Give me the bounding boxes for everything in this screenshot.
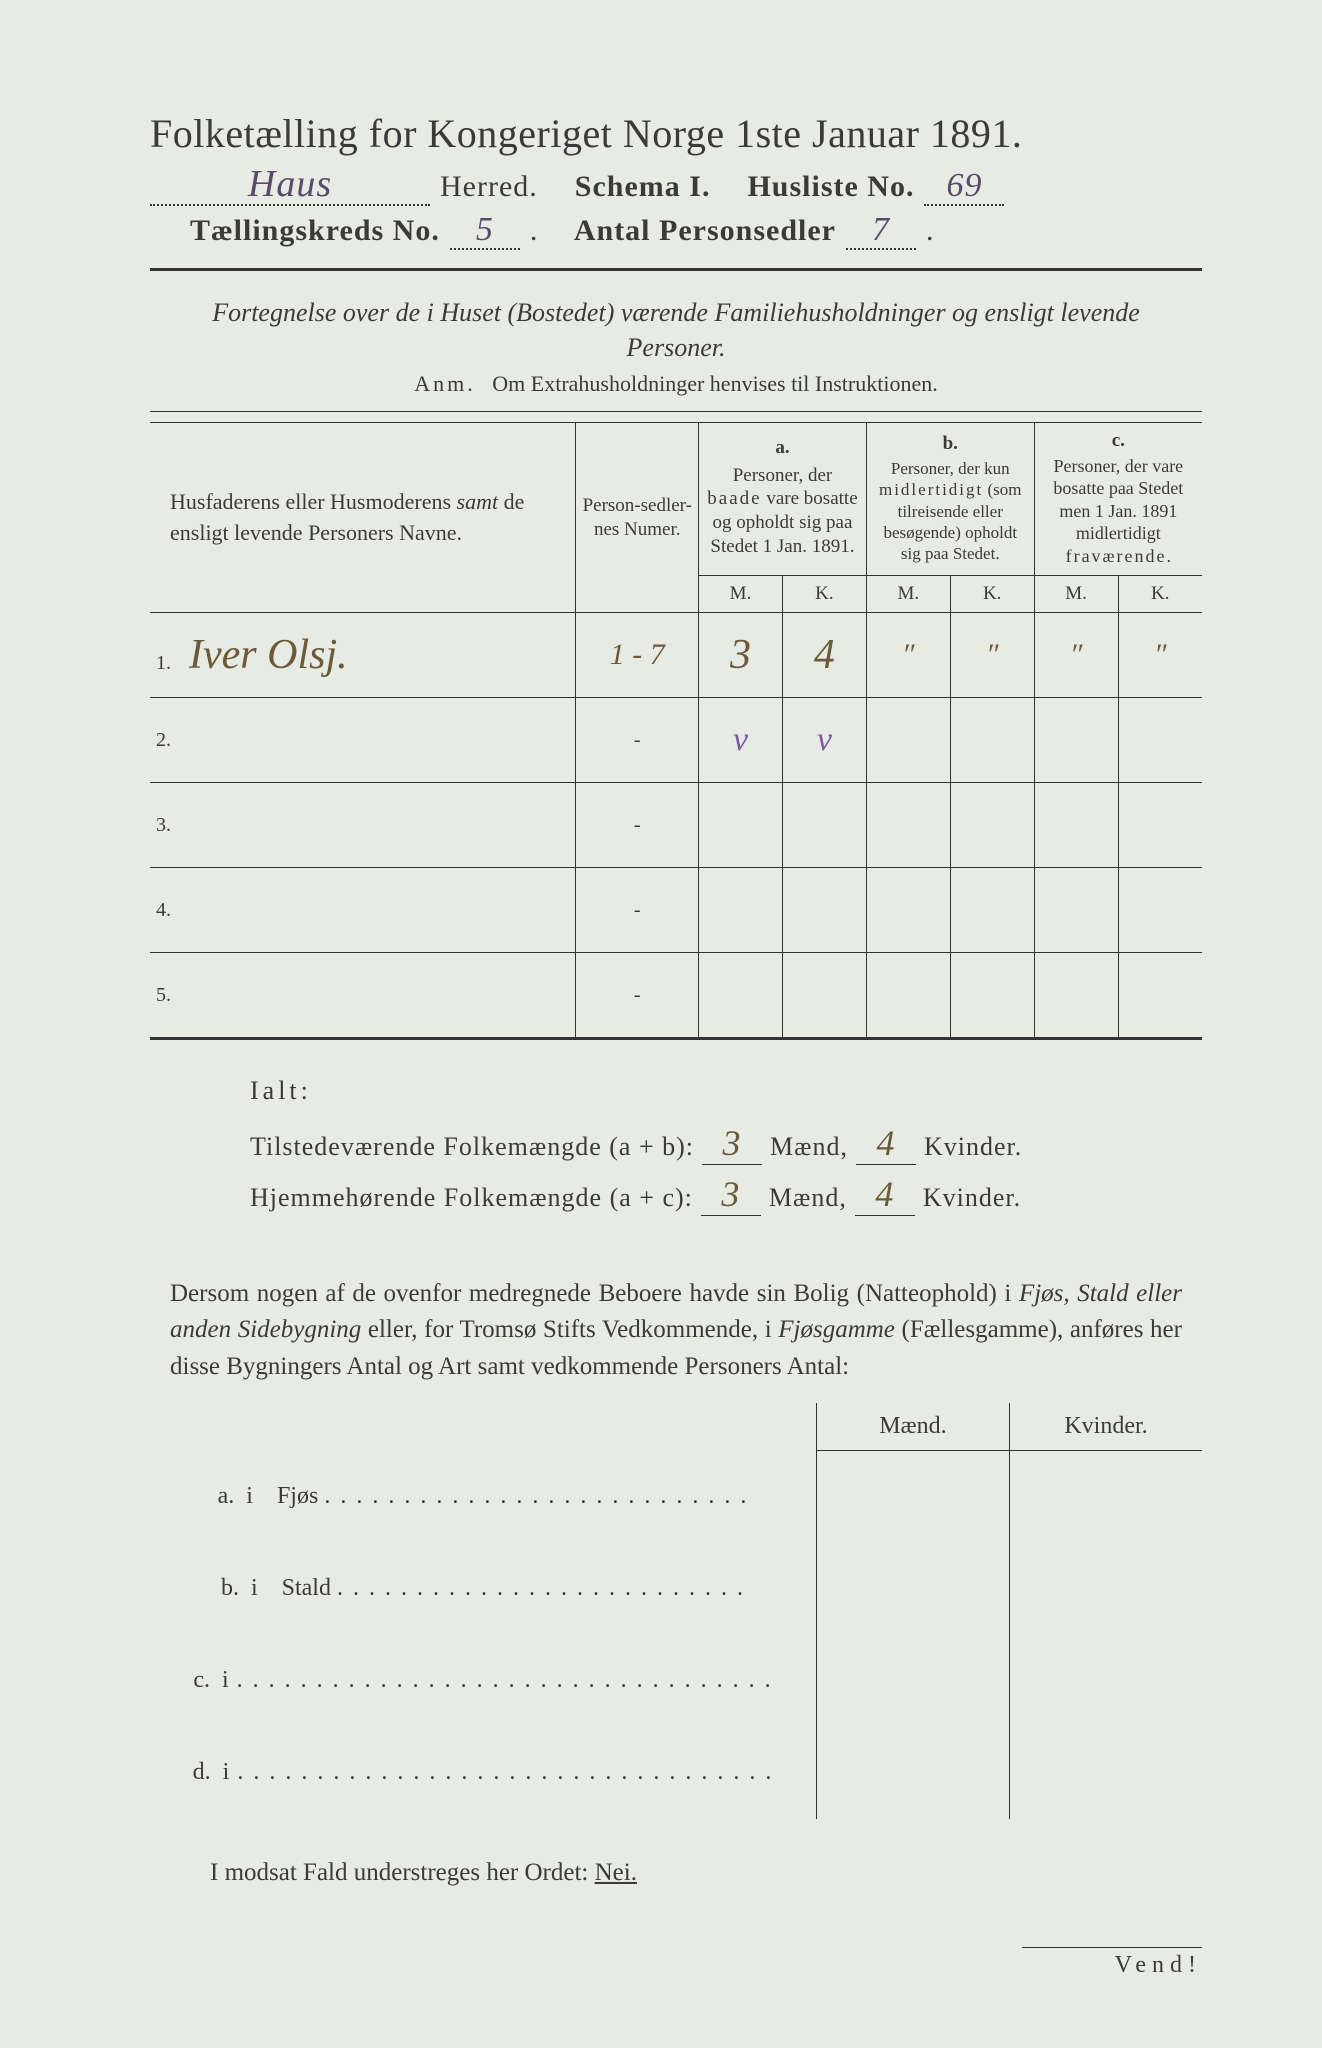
schema-label: Schema I. <box>575 170 711 204</box>
divider <box>150 411 1202 412</box>
a-k-label: K. <box>782 576 866 613</box>
cell: 3 <box>730 632 751 678</box>
sum-k: 4 <box>876 1123 895 1163</box>
side-table: Mænd. Kvinder. a. i Fjøs . . . . . . . .… <box>150 1403 1202 1819</box>
header-row-1: Haus Herred. Schema I. Husliste No. 69 <box>150 169 1202 206</box>
sum-label: Hjemmehørende Folkemængde (a + c): <box>250 1183 693 1213</box>
herred-label: Herred. <box>440 170 538 204</box>
husliste-value: 69 <box>946 167 982 204</box>
main-table: Husfaderens eller Husmoderens samt de en… <box>150 422 1202 1040</box>
side-l: b. <box>221 1575 239 1601</box>
row-num: - <box>576 953 699 1039</box>
husliste-label: Husliste No. <box>747 170 914 204</box>
page-title: Folketælling for Kongeriget Norge 1ste J… <box>150 110 1202 157</box>
row-num: - <box>576 698 699 783</box>
antal-value: 7 <box>872 211 890 248</box>
col-name-header: Husfaderens eller Husmoderens samt de en… <box>150 423 576 613</box>
row-number: 3. <box>156 814 184 837</box>
totals-block: Ialt: Tilstedeværende Folkemængde (a + b… <box>250 1076 1202 1216</box>
anm-label: Anm. <box>414 371 476 396</box>
row-number: 5. <box>156 984 184 1007</box>
side-l: d. <box>193 1759 211 1785</box>
sum-line-2: Hjemmehørende Folkemængde (a + c): 3 Mæn… <box>250 1173 1202 1216</box>
side-row: b. i Stald . . . . . . . . . . . . . . .… <box>150 1543 1202 1635</box>
b-k-label: K. <box>950 576 1034 613</box>
anm-text: Om Extrahusholdninger henvises til Instr… <box>492 371 937 396</box>
side-t: i <box>222 1667 229 1693</box>
maend-label: Mænd, <box>770 1132 848 1162</box>
cell: v <box>817 721 832 758</box>
vend-label: Vend! <box>1022 1947 1202 1979</box>
anm-line: Anm. Om Extrahusholdninger henvises til … <box>150 371 1202 397</box>
col-a-header: a. Personer, der baade vare bosatte og o… <box>699 423 867 576</box>
herred-value: Haus <box>248 163 332 205</box>
side-row: d. i . . . . . . . . . . . . . . . . . .… <box>150 1727 1202 1819</box>
divider <box>150 268 1202 271</box>
row-number: 4. <box>156 899 184 922</box>
c-k-label: K. <box>1118 576 1202 613</box>
cell: ″ <box>986 638 999 671</box>
col-num-header: Person-sedler-nes Numer. <box>576 423 699 613</box>
side-n: Stald <box>282 1575 331 1601</box>
description-text: Fortegnelse over de i Huset (Bostedet) v… <box>210 295 1142 365</box>
table-row: 4. - <box>150 868 1202 953</box>
cell: ″ <box>902 638 915 671</box>
c-m-label: M. <box>1034 576 1118 613</box>
table-row: 1. Iver Olsj. 1 - 7 3 4 ″ ″ ″ ″ <box>150 613 1202 698</box>
side-n: Fjøs <box>277 1483 318 1509</box>
side-l: a. <box>218 1483 235 1509</box>
sum-m: 3 <box>723 1123 742 1163</box>
header-row-2: Tællingskreds No. 5 . Antal Personsedler… <box>150 214 1202 250</box>
col-b-header: b. Personer, der kun midlertidigt (som t… <box>866 423 1034 576</box>
side-maend: Mænd. <box>816 1403 1009 1451</box>
row-num: - <box>576 783 699 868</box>
a-m-label: M. <box>699 576 783 613</box>
cell: ″ <box>1070 638 1083 671</box>
modsat-text: I modsat Fald understreges her Ordet: <box>210 1859 588 1886</box>
kvinder-label: Kvinder. <box>923 1183 1021 1213</box>
table-row: 2. - v v <box>150 698 1202 783</box>
sum-m: 3 <box>721 1174 740 1214</box>
sum-line-1: Tilstedeværende Folkemængde (a + b): 3 M… <box>250 1122 1202 1165</box>
kreds-value: 5 <box>476 211 494 248</box>
row-number: 2. <box>156 729 184 752</box>
side-l: c. <box>193 1667 210 1693</box>
side-row: a. i Fjøs . . . . . . . . . . . . . . . … <box>150 1450 1202 1543</box>
kreds-label: Tællingskreds No. <box>190 214 440 248</box>
col-c-header: c. Personer, der vare bosatte paa Stedet… <box>1034 423 1202 576</box>
sum-k: 4 <box>875 1174 894 1214</box>
kvinder-label: Kvinder. <box>924 1132 1022 1162</box>
ialt-label: Ialt: <box>250 1076 1202 1106</box>
row-number: 1. <box>156 652 184 675</box>
paragraph: Dersom nogen af de ovenfor medregnede Be… <box>170 1276 1182 1385</box>
cell: ″ <box>1154 638 1167 671</box>
antal-label: Antal Personsedler <box>574 214 836 248</box>
cell: v <box>733 721 748 758</box>
table-row: 5. - <box>150 953 1202 1039</box>
row-num: - <box>576 868 699 953</box>
cell: 4 <box>814 632 835 678</box>
b-m-label: M. <box>866 576 950 613</box>
maend-label: Mænd, <box>769 1183 847 1213</box>
modsat-line: I modsat Fald understreges her Ordet: Ne… <box>210 1859 1202 1887</box>
side-t: i <box>251 1575 258 1601</box>
census-form-page: Folketælling for Kongeriget Norge 1ste J… <box>0 0 1322 2048</box>
side-row: c. i . . . . . . . . . . . . . . . . . .… <box>150 1635 1202 1727</box>
row-name: Iver Olsj. <box>189 632 348 678</box>
sum-label: Tilstedeværende Folkemængde (a + b): <box>250 1132 694 1162</box>
nei-text: Nei. <box>595 1859 637 1886</box>
side-kvinder: Kvinder. <box>1010 1403 1203 1451</box>
side-t: i <box>246 1483 253 1509</box>
table-row: 3. - <box>150 783 1202 868</box>
row-num: 1 - 7 <box>610 638 665 671</box>
